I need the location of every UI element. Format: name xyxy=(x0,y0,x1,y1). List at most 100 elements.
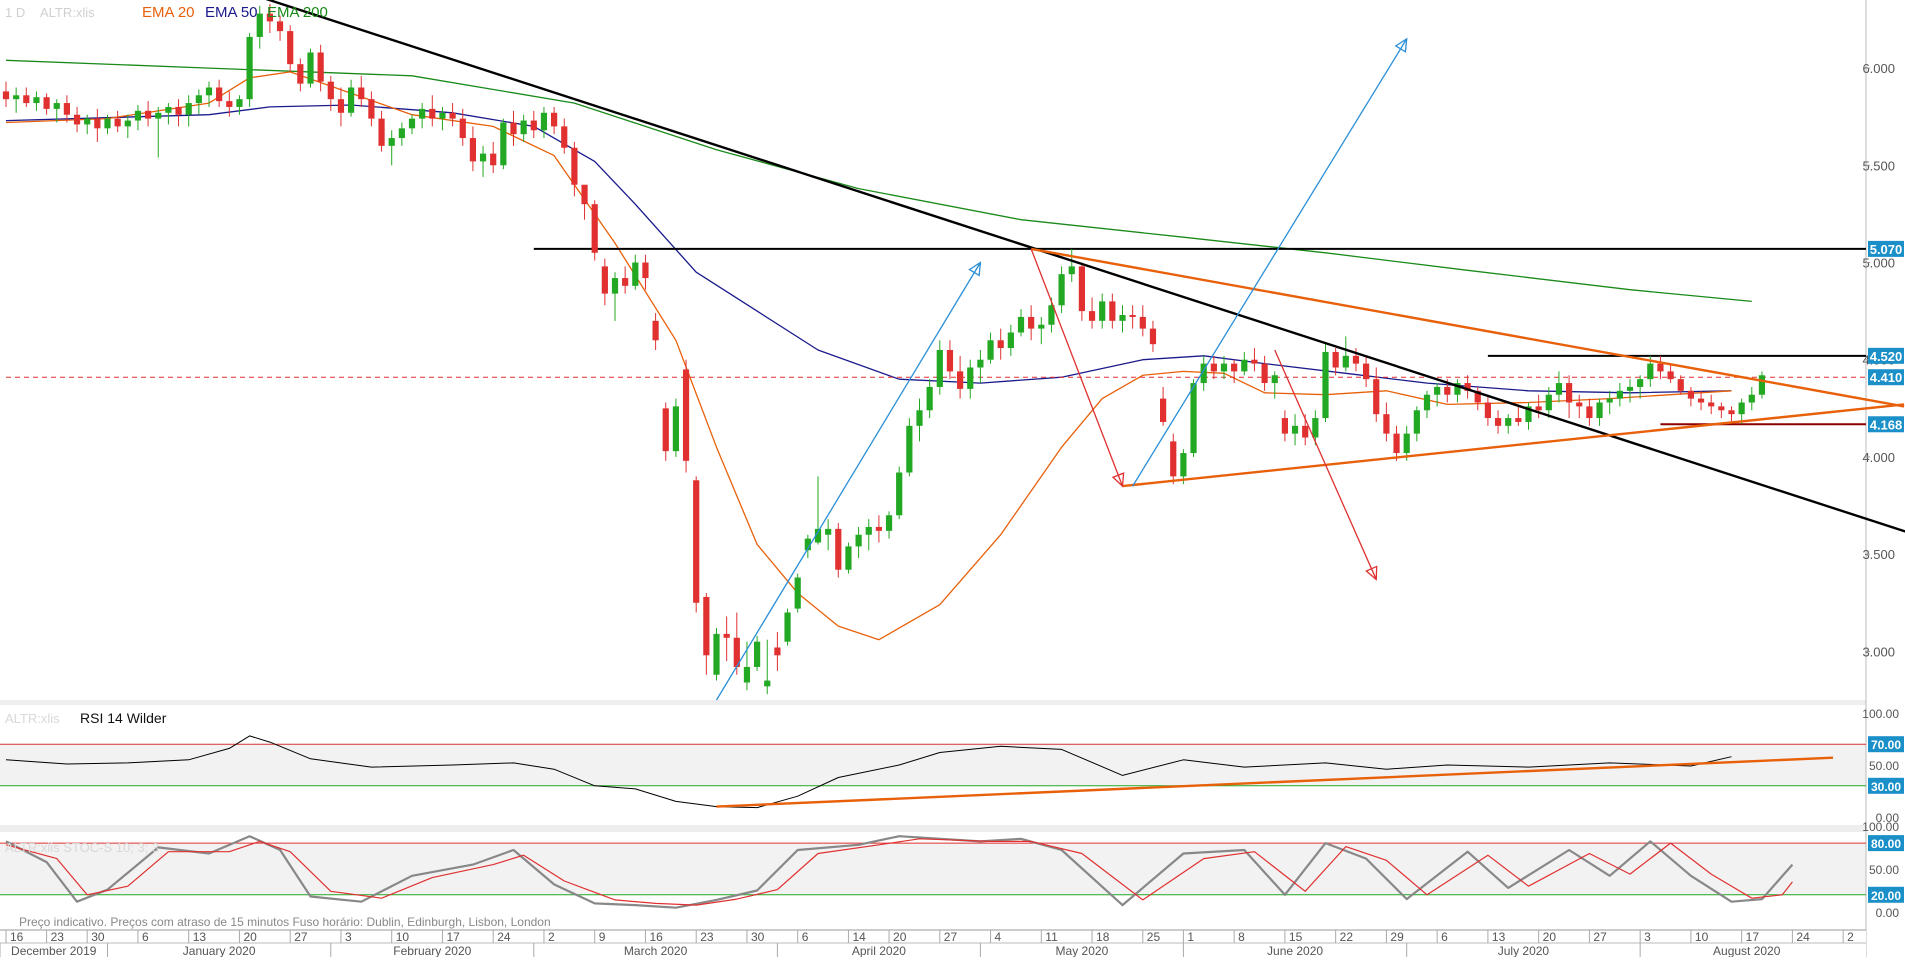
rsi-trendline[interactable] xyxy=(716,756,1834,808)
candle-up[interactable] xyxy=(1434,386,1441,395)
candle-down[interactable] xyxy=(63,103,70,115)
candle-up[interactable] xyxy=(388,138,395,146)
candle-down[interactable] xyxy=(266,13,273,22)
candle-up[interactable] xyxy=(134,110,142,121)
candle-up[interactable] xyxy=(825,528,832,535)
candle-up[interactable] xyxy=(1637,379,1644,387)
candle-up[interactable] xyxy=(1048,305,1055,325)
candle-up[interactable] xyxy=(1342,355,1349,368)
candle-up[interactable] xyxy=(632,262,639,286)
candle-down[interactable] xyxy=(1332,351,1339,368)
legend-ema20[interactable]: EMA 20 xyxy=(142,4,195,21)
candle-up[interactable] xyxy=(896,472,903,516)
candle-up[interactable] xyxy=(754,641,761,667)
candle-up[interactable] xyxy=(236,99,243,107)
candle-down[interactable] xyxy=(1281,418,1288,434)
candle-up[interactable] xyxy=(1322,351,1329,419)
candle-up[interactable] xyxy=(1241,359,1248,372)
candle-down[interactable] xyxy=(601,266,608,294)
candle-down[interactable] xyxy=(1078,266,1085,312)
candle-down[interactable] xyxy=(327,81,334,100)
candle-up[interactable] xyxy=(926,386,933,411)
candle-down[interactable] xyxy=(1474,390,1481,403)
candle-up[interactable] xyxy=(1119,315,1126,321)
candle-down[interactable] xyxy=(1302,425,1309,438)
candle-down[interactable] xyxy=(1383,414,1390,434)
candle-up[interactable] xyxy=(855,534,862,547)
candle-up[interactable] xyxy=(1058,274,1065,306)
candle-up[interactable] xyxy=(439,112,446,119)
candle-up[interactable] xyxy=(1190,383,1197,454)
candle-down[interactable] xyxy=(571,147,578,185)
candle-down[interactable] xyxy=(551,112,558,127)
projection-arrow[interactable] xyxy=(1030,248,1124,487)
candle-down[interactable] xyxy=(652,320,659,341)
candle-up[interactable] xyxy=(53,103,60,109)
candle-up[interactable] xyxy=(1099,301,1106,321)
candle-up[interactable] xyxy=(84,118,91,125)
candle-up[interactable] xyxy=(540,112,548,131)
candle-down[interactable] xyxy=(1251,359,1258,364)
candle-down[interactable] xyxy=(1444,386,1451,395)
candle-down[interactable] xyxy=(693,480,700,603)
candle-up[interactable] xyxy=(814,528,822,543)
candle-down[interactable] xyxy=(1697,398,1705,403)
candle-down[interactable] xyxy=(276,21,284,32)
candle-down[interactable] xyxy=(337,99,345,113)
candle-down[interactable] xyxy=(1028,316,1035,329)
candle-down[interactable] xyxy=(429,108,436,119)
candle-up[interactable] xyxy=(1312,418,1319,438)
candle-down[interactable] xyxy=(875,526,882,531)
candle-down[interactable] xyxy=(1149,328,1157,345)
candle-up[interactable] xyxy=(611,278,619,294)
candle-down[interactable] xyxy=(1728,410,1735,415)
candle-down[interactable] xyxy=(946,350,954,372)
candle-down[interactable] xyxy=(835,528,842,570)
candle-down[interactable] xyxy=(287,31,294,65)
candle-up[interactable] xyxy=(885,515,893,531)
candle-up[interactable] xyxy=(1647,363,1654,380)
candle-up[interactable] xyxy=(1758,375,1766,395)
candle-up[interactable] xyxy=(804,538,811,551)
candle-down[interactable] xyxy=(1170,441,1177,477)
candle-up[interactable] xyxy=(307,52,314,84)
candle-up[interactable] xyxy=(195,95,202,104)
candle-up[interactable] xyxy=(13,95,20,100)
candle-up[interactable] xyxy=(1220,363,1228,372)
projection-arrow[interactable] xyxy=(715,262,981,701)
candle-down[interactable] xyxy=(774,647,781,656)
candle-up[interactable] xyxy=(348,87,355,113)
candle-up[interactable] xyxy=(185,103,192,115)
candle-down[interactable] xyxy=(1484,402,1491,419)
candle-down[interactable] xyxy=(1210,363,1217,372)
candle-up[interactable] xyxy=(1017,316,1025,333)
candle-up[interactable] xyxy=(1525,406,1532,422)
candle-up[interactable] xyxy=(977,359,984,368)
candle-up[interactable] xyxy=(500,122,507,166)
candle-up[interactable] xyxy=(1423,394,1431,411)
candle-up[interactable] xyxy=(1626,386,1634,391)
candle-up[interactable] xyxy=(936,350,943,387)
candle-up[interactable] xyxy=(1200,363,1207,384)
candle-down[interactable] xyxy=(1261,363,1268,384)
candle-up[interactable] xyxy=(967,367,974,389)
candle-down[interactable] xyxy=(1687,390,1694,399)
candle-down[interactable] xyxy=(2,91,10,100)
candle-down[interactable] xyxy=(94,118,101,129)
candle-down[interactable] xyxy=(1677,379,1684,391)
candle-down[interactable] xyxy=(622,278,629,286)
candle-up[interactable] xyxy=(1555,383,1563,395)
candle-up[interactable] xyxy=(916,410,923,426)
candle-down[interactable] xyxy=(368,99,375,119)
candle-up[interactable] xyxy=(520,120,527,135)
candle-down[interactable] xyxy=(1109,301,1116,321)
candle-down[interactable] xyxy=(591,204,598,253)
candle-up[interactable] xyxy=(1038,324,1045,329)
candle-up[interactable] xyxy=(1748,394,1755,403)
candle-down[interactable] xyxy=(317,52,324,82)
candle-down[interactable] xyxy=(216,87,223,102)
candle-down[interactable] xyxy=(43,97,50,109)
trendline[interactable] xyxy=(239,0,1905,554)
candle-down[interactable] xyxy=(1129,315,1136,317)
candle-down[interactable] xyxy=(642,262,649,279)
